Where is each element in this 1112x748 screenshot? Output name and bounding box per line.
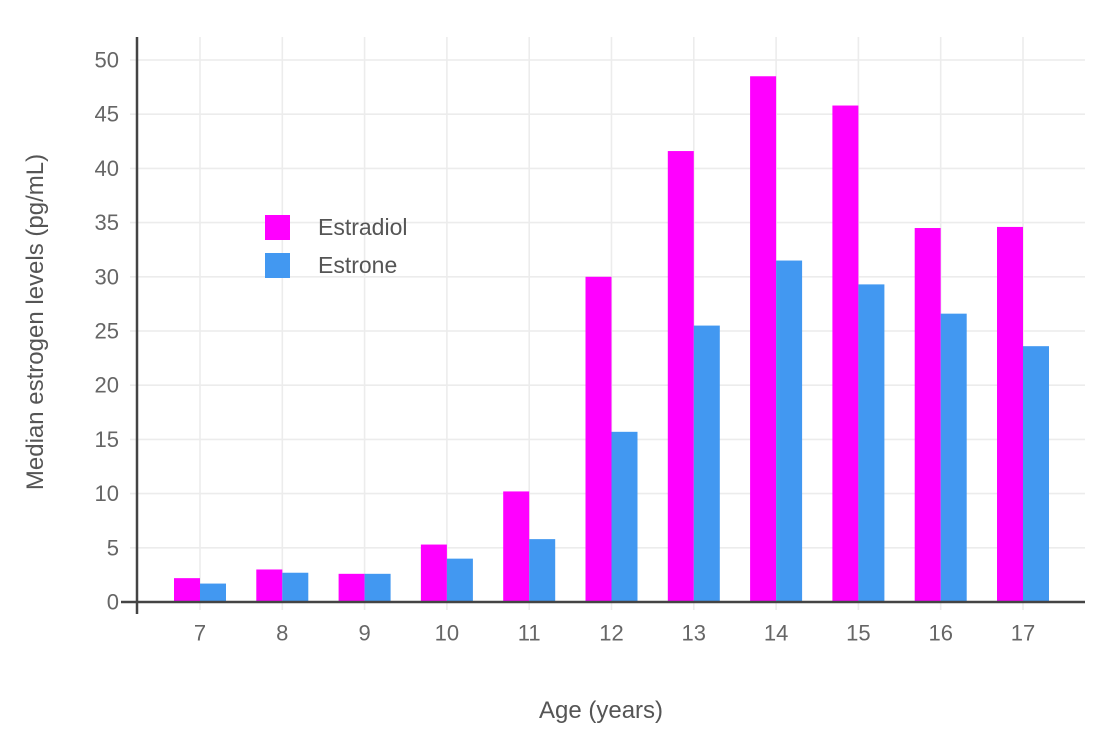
- y-tick-label: 0: [107, 590, 119, 615]
- estradiol-color-swatch: [265, 214, 290, 240]
- x-tick-label: 12: [599, 621, 623, 646]
- bar-estrone-age-12[interactable]: [611, 431, 638, 602]
- y-axis-title: Median estrogen levels (pg/mL): [22, 153, 49, 491]
- bar-estradiol-age-10[interactable]: [420, 544, 447, 602]
- y-tick-label: 25: [95, 319, 119, 344]
- bar-estradiol-age-13[interactable]: [667, 151, 694, 602]
- x-tick-label: 15: [846, 621, 870, 646]
- bar-estradiol-age-14[interactable]: [750, 76, 777, 602]
- x-axis-title: Age (years): [538, 697, 664, 724]
- bar-estrone-age-8[interactable]: [282, 572, 309, 602]
- legend-item-estradiol[interactable]: Estradiol: [265, 214, 407, 240]
- bar-estrone-age-10[interactable]: [446, 558, 473, 602]
- bar-estradiol-age-7[interactable]: [174, 578, 200, 602]
- x-tick-label: 7: [194, 621, 206, 646]
- y-tick-label: 15: [95, 427, 119, 452]
- legend-item-estrone[interactable]: Estrone: [265, 252, 407, 278]
- y-tick-label: 35: [95, 210, 119, 235]
- y-tick-label: 5: [107, 535, 119, 560]
- bar-estradiol-age-15[interactable]: [832, 105, 859, 602]
- legend-label-estradiol: Estradiol: [318, 214, 408, 240]
- x-tick-label: 16: [928, 621, 952, 646]
- y-tick-label: 50: [95, 48, 119, 73]
- y-tick-label: 20: [95, 373, 119, 398]
- bar-estradiol-age-16[interactable]: [914, 228, 941, 602]
- estrone-color-swatch: [265, 252, 290, 278]
- bar-estradiol-age-8[interactable]: [256, 569, 283, 602]
- y-tick-label: 30: [95, 264, 119, 289]
- x-tick-label: 10: [435, 621, 459, 646]
- bar-estrone-age-7[interactable]: [200, 583, 226, 602]
- bar-estrone-age-17[interactable]: [1023, 346, 1049, 602]
- bar-estrone-age-16[interactable]: [940, 313, 967, 602]
- bar-estrone-age-14[interactable]: [776, 260, 803, 602]
- bar-estrone-age-15[interactable]: [858, 284, 885, 602]
- bar-estrone-age-13[interactable]: [693, 325, 720, 602]
- y-tick-label: 40: [95, 156, 119, 181]
- bar-estradiol-age-17[interactable]: [997, 226, 1023, 602]
- bar-estrone-age-11[interactable]: [529, 539, 556, 602]
- bar-estrone-age-9[interactable]: [364, 573, 391, 602]
- x-tick-label: 14: [764, 621, 788, 646]
- x-tick-label: 9: [358, 621, 370, 646]
- x-tick-label: 17: [1011, 621, 1035, 646]
- legend: Estradiol Estrone: [265, 214, 407, 278]
- legend-label-estrone: Estrone: [318, 252, 398, 278]
- y-tick-label: 45: [95, 102, 119, 127]
- x-tick-label: 13: [682, 621, 706, 646]
- bar-estradiol-age-9[interactable]: [338, 573, 365, 602]
- bar-estradiol-age-11[interactable]: [503, 491, 530, 602]
- x-tick-label: 11: [518, 621, 541, 646]
- x-tick-label: 8: [276, 621, 288, 646]
- y-tick-label: 10: [95, 481, 119, 506]
- bar-estradiol-age-12[interactable]: [585, 276, 612, 602]
